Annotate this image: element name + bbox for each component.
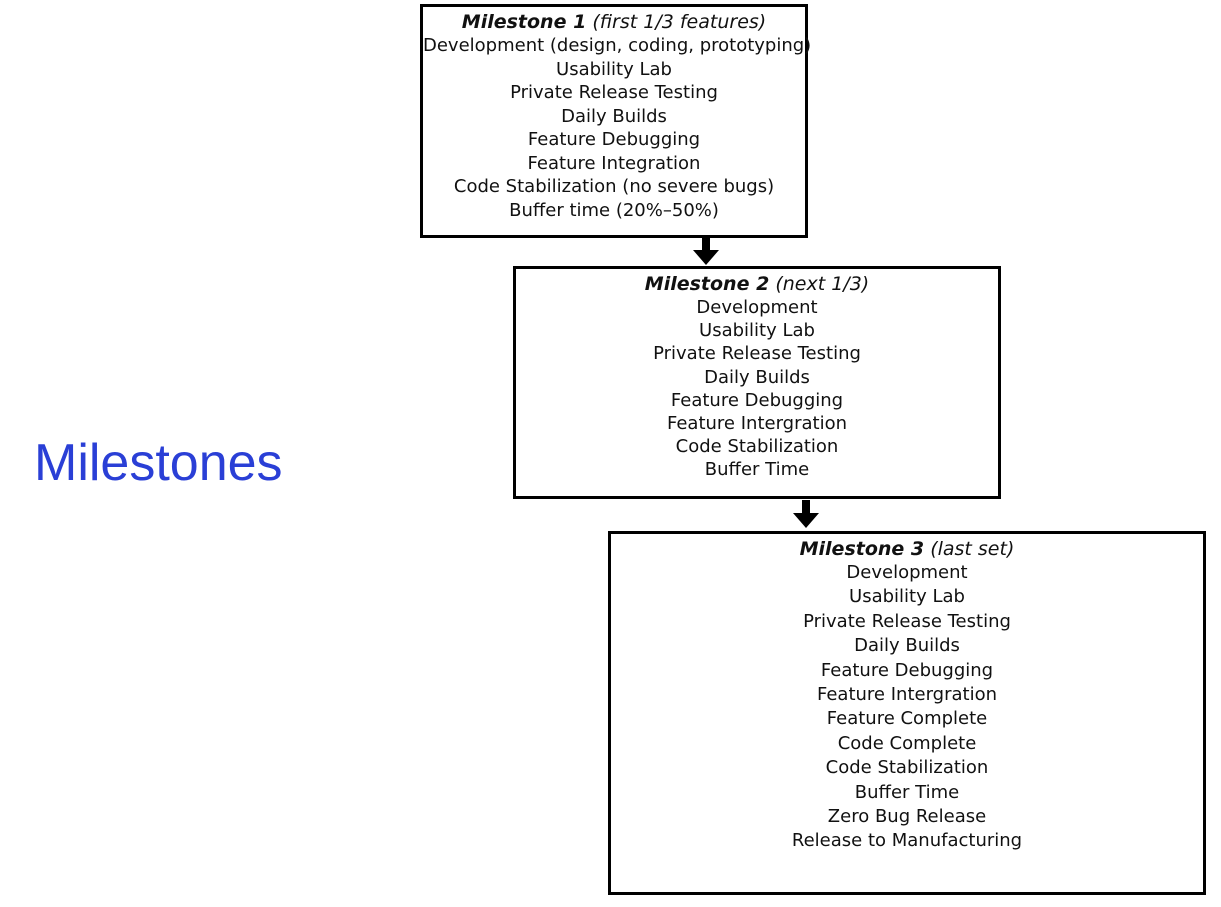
milestone-1-item: Private Release Testing: [510, 82, 718, 103]
milestone-2-item: Development: [696, 297, 818, 318]
milestone-3-item: Code Complete: [837, 732, 977, 754]
milestone-1-item: Usability Lab: [556, 58, 672, 80]
milestone-3-items: Development Usability Lab Private Releas…: [611, 561, 1203, 854]
milestone-1-header: Milestone 1 (first 1/3 features): [423, 11, 805, 34]
down-arrow-icon: [693, 237, 719, 265]
milestone-3-subtitle: (last set): [930, 538, 1015, 560]
milestone-2-item: Private Release Testing: [653, 343, 861, 365]
milestone-2-item: Buffer Time: [704, 459, 810, 481]
milestone-1-item: Buffer time (20%–50%): [509, 199, 719, 221]
slide-title: Milestones: [34, 434, 283, 492]
milestone-1-item: Feature Integration: [527, 152, 701, 174]
milestone-3-item: Usability Lab: [849, 586, 965, 608]
milestone-2-item: Usability Lab: [699, 320, 815, 342]
milestone-2-header: Milestone 2 (next 1/3): [516, 273, 998, 296]
milestone-3-item: Feature Complete: [826, 708, 988, 730]
milestone-2-item: Code Stabilization: [675, 436, 839, 458]
milestone-1-name: Milestone 1: [461, 11, 587, 33]
milestone-3-item: Feature Debugging: [820, 659, 994, 681]
milestone-3-item: Buffer Time: [854, 781, 960, 803]
milestone-3-item: Code Stabilization: [825, 757, 989, 779]
milestone-1-item: Development (design, coding, prototyping…: [423, 35, 812, 56]
milestone-1-items: Development (design, coding, prototyping…: [423, 34, 812, 222]
milestone-3-item: Private Release Testing: [803, 610, 1011, 632]
milestone-1-box: Milestone 1 (first 1/3 features) Develop…: [420, 4, 812, 238]
milestone-3-box: Milestone 3 (last set) Development Usabi…: [608, 531, 1206, 895]
milestone-2-name: Milestone 2: [644, 273, 770, 295]
milestone-1-item: Daily Builds: [561, 105, 667, 127]
milestone-3-name: Milestone 3: [799, 538, 925, 560]
milestone-2-box: Milestone 2 (next 1/3) Development Usabi…: [513, 266, 1001, 499]
milestone-3-item: Development: [846, 562, 968, 583]
milestone-2-subtitle: (next 1/3): [775, 273, 870, 295]
milestone-3-header: Milestone 3 (last set): [611, 538, 1203, 561]
milestone-2-item: Daily Builds: [704, 366, 810, 388]
milestone-1-item: Feature Debugging: [527, 129, 701, 150]
milestone-2-items: Development Usability Lab Private Releas…: [516, 296, 998, 482]
milestone-3-item: Zero Bug Release: [827, 806, 987, 828]
milestone-2-item: Feature Intergration: [666, 413, 847, 435]
milestone-2-item: Feature Debugging: [670, 389, 844, 411]
down-arrow-icon: [793, 500, 819, 528]
milestone-3-item: Release to Manufacturing: [791, 830, 1023, 852]
milestone-1-item: Code Stabilization (no severe bugs): [453, 176, 775, 197]
milestone-1-subtitle: (first 1/3 features): [592, 11, 767, 33]
milestone-3-item: Feature Intergration: [816, 684, 997, 706]
milestone-3-item: Daily Builds: [854, 635, 960, 657]
